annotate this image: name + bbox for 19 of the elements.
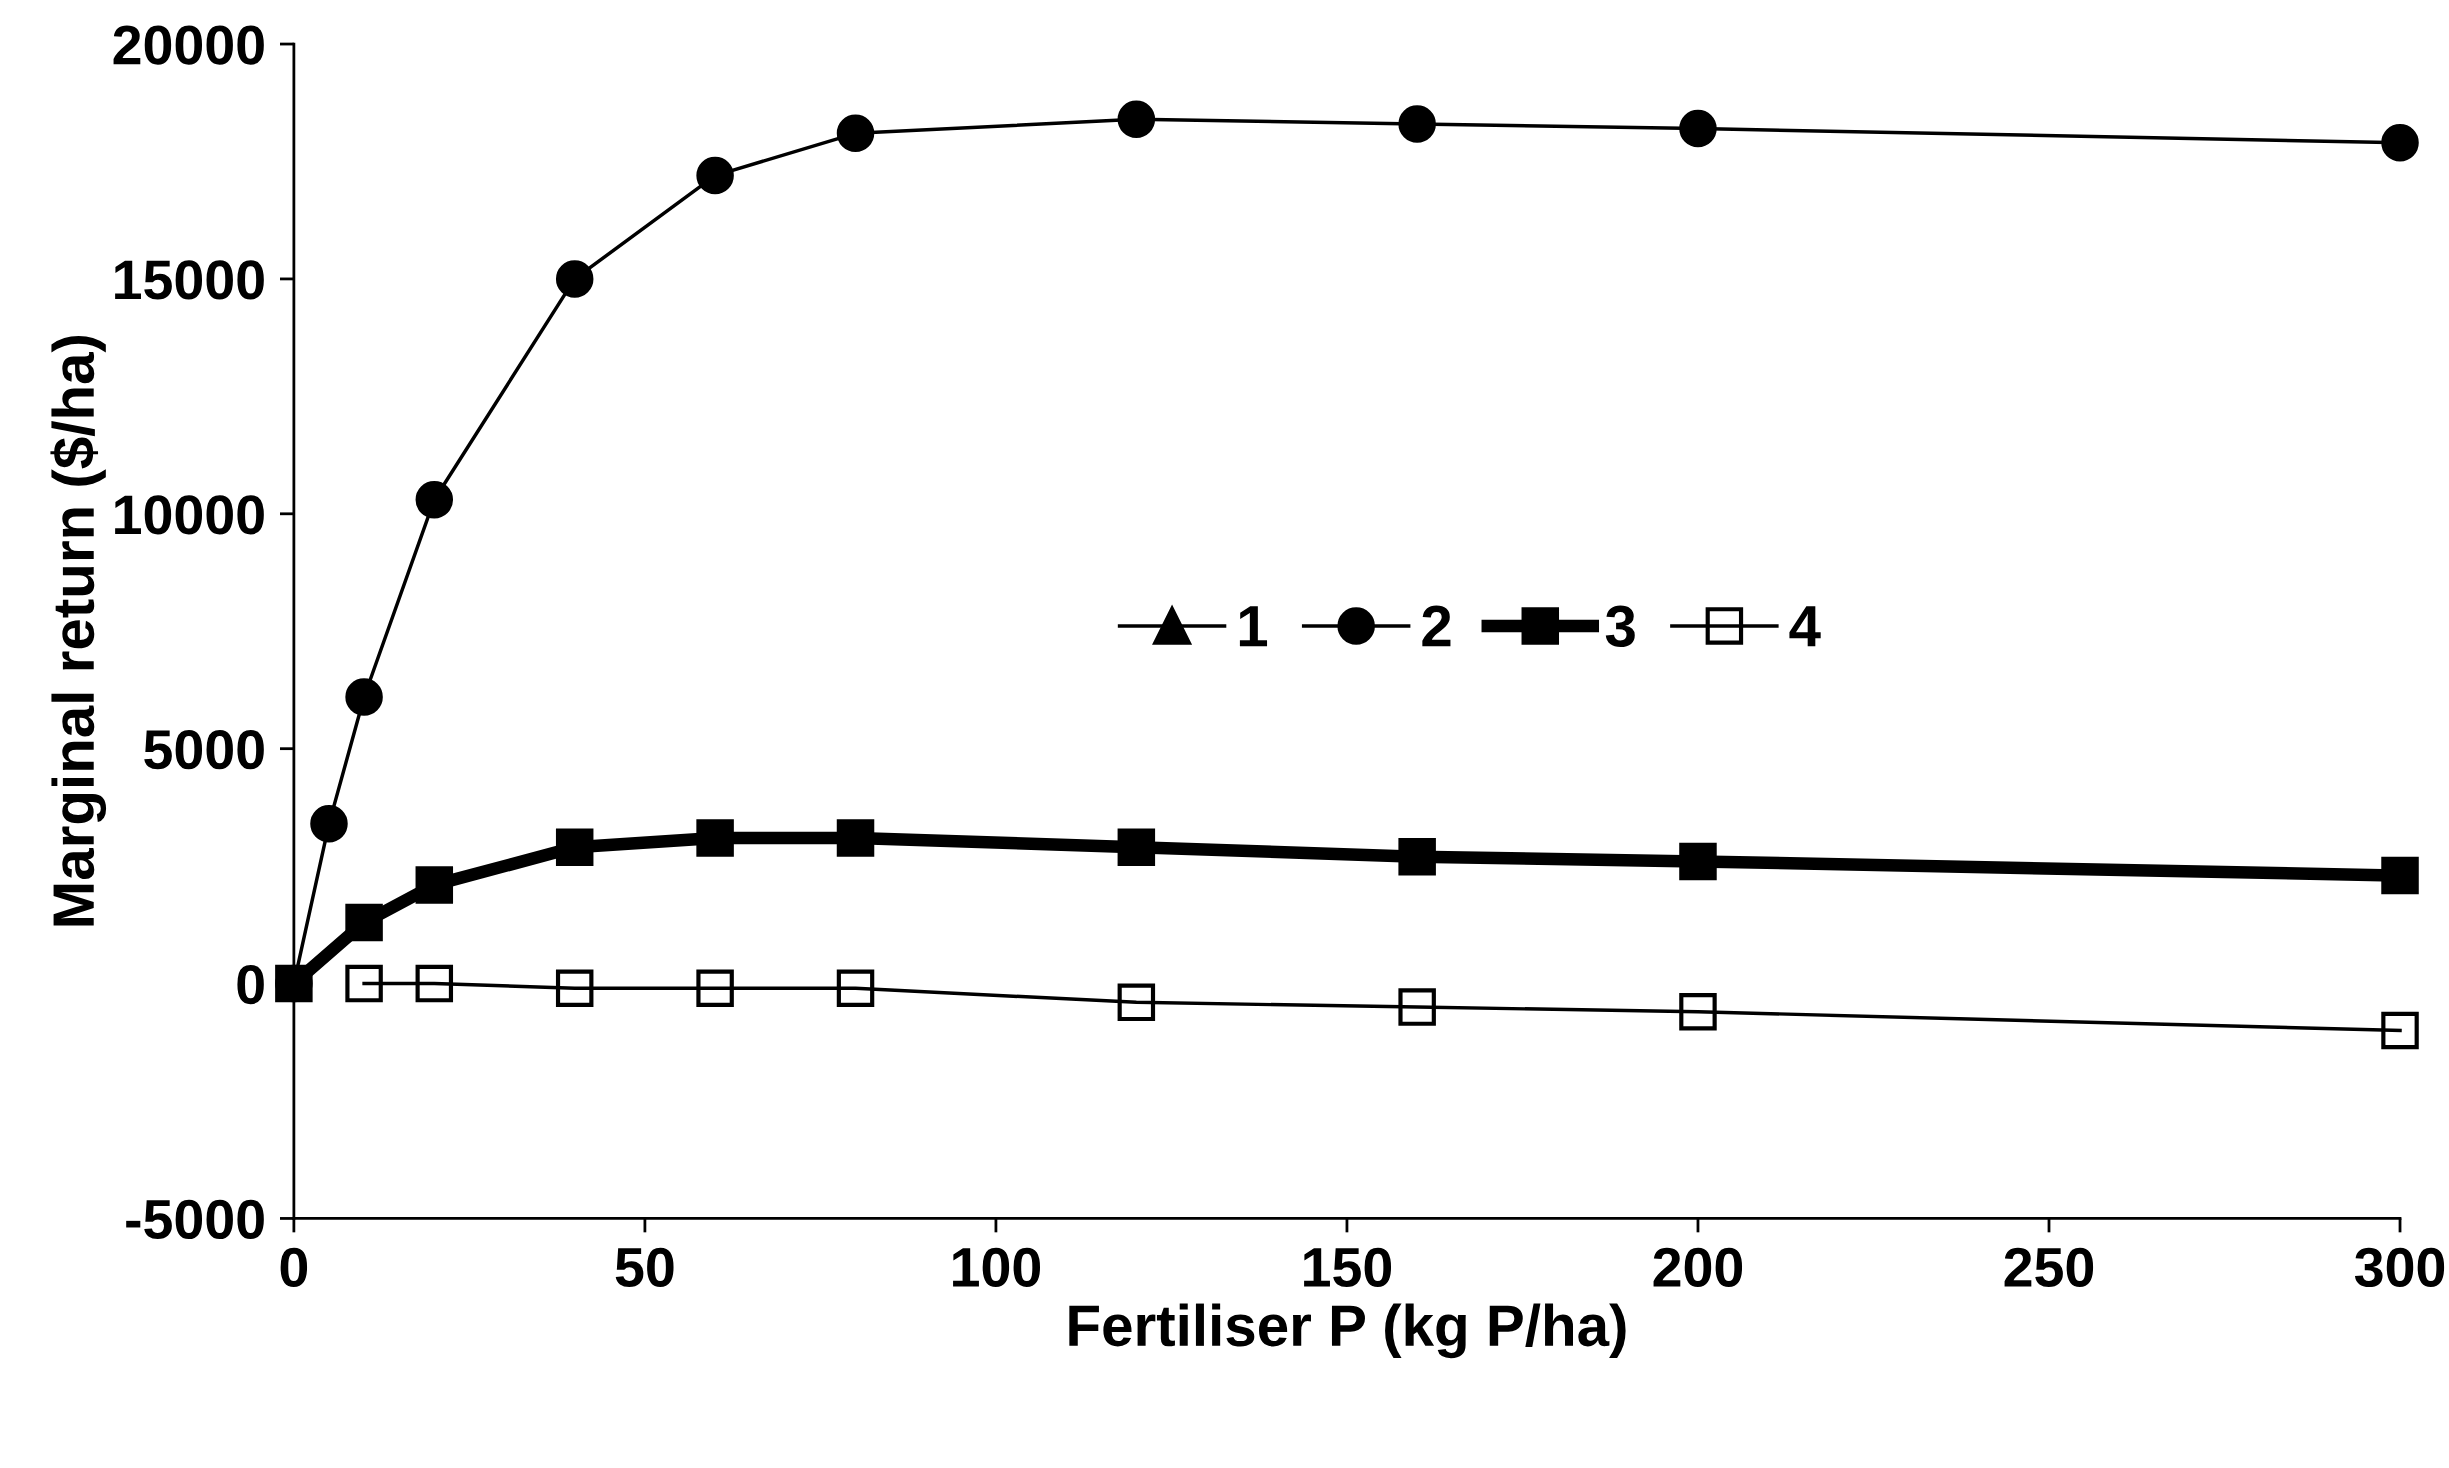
y-tick-label: 20000 xyxy=(113,25,264,65)
legend-label: 1 xyxy=(1239,606,1268,647)
x-tick-label: 0 xyxy=(280,1247,308,1288)
x-tick-label: 50 xyxy=(615,1247,674,1288)
y-tick-label: 15000 xyxy=(115,260,264,300)
y-tick-label: 0 xyxy=(237,964,264,1005)
x-tick-label: 100 xyxy=(953,1247,1040,1288)
y-tick-label: -5000 xyxy=(126,1199,264,1240)
x-tick-label: 250 xyxy=(2004,1247,2094,1288)
x-tick-label: 300 xyxy=(2354,1247,2445,1288)
y-tick-label: 5000 xyxy=(144,730,264,770)
x-tick-label: 200 xyxy=(1653,1247,1743,1288)
y-axis-title: Marginal return ($/ha) xyxy=(50,335,107,926)
legend-label: 3 xyxy=(1605,605,1635,647)
legend-label: 4 xyxy=(1789,606,1821,647)
x-axis-title: Fertiliser P (kg P/ha) xyxy=(1069,1303,1626,1359)
x-tick-label: 150 xyxy=(1304,1247,1392,1288)
y-tick-label: 10000 xyxy=(115,495,264,535)
legend-label: 2 xyxy=(1422,605,1451,647)
